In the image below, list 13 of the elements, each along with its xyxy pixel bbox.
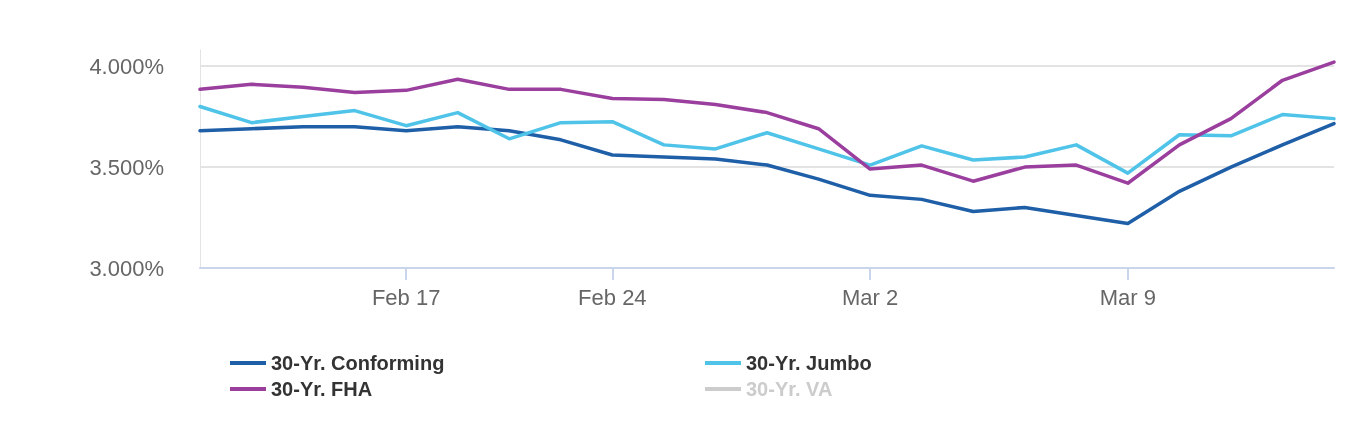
line-series	[198, 104, 1336, 175]
x-tick-label: Feb 17	[371, 284, 441, 310]
legend-label: 30-Yr. FHA	[271, 378, 373, 400]
x-tick-label: Feb 24	[578, 284, 647, 310]
y-tick-label: 4.000%	[89, 53, 164, 79]
x-tick-label: Mar 9	[1099, 284, 1156, 310]
y-tick-label: 3.500%	[89, 154, 164, 180]
y-tick-label: 3.000%	[89, 255, 164, 281]
x-tick-label: Mar 2	[841, 284, 899, 310]
line-series	[198, 60, 1336, 185]
line-series	[198, 121, 1336, 226]
legend-label: 30-Yr. Jumbo	[746, 352, 872, 374]
legend-label: 30-Yr. Conforming	[271, 352, 445, 374]
